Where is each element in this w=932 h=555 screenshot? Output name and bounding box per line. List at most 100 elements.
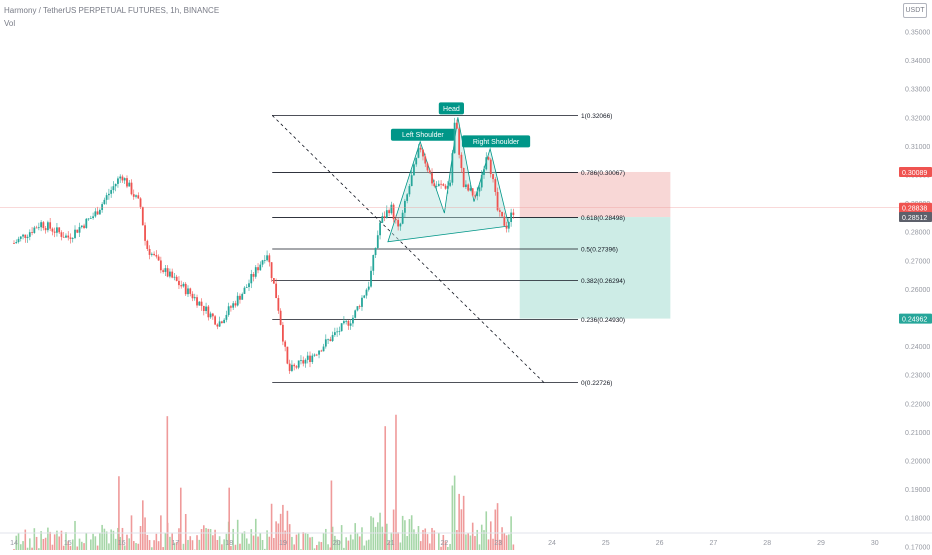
volume-bar [22,541,24,550]
volume-bar [147,535,149,550]
candle-body [237,296,239,306]
candle-body [257,267,259,270]
volume-bar [246,538,248,550]
candle-body [390,205,392,213]
candle-body [72,238,74,239]
volume-bar [359,536,361,550]
volume-bar [34,528,36,550]
volume-bar [488,539,490,550]
candle-body [117,178,119,183]
volume-indicator-label[interactable]: Vol [4,19,15,28]
volume-bar [341,525,343,550]
fib-level-label: 0.236(0.24930) [581,317,625,324]
candle-body [29,232,31,237]
y-tick-label: 0.23000 [905,373,930,380]
candle-body [210,314,212,318]
candle-body [164,268,166,272]
candle-body [348,321,350,326]
candle-body [470,188,472,190]
volume-bar [156,534,158,550]
volume-bar [185,514,187,550]
candle-body [49,222,51,228]
volume-bar [237,520,239,550]
candle-body [192,294,194,298]
candle-body [255,267,257,277]
candle-body [354,310,356,317]
candle-body [115,184,117,186]
candle-body [406,194,408,201]
volume-bar [379,513,381,550]
candle-body [381,216,383,222]
volume-spike [384,426,386,550]
candle-body [83,226,85,228]
candle-body [126,178,128,186]
volume-bar [397,532,399,550]
x-tick-label: 23 [494,540,502,547]
candle-body [499,210,501,212]
volume-bar [325,529,327,550]
volume-bar [86,533,88,550]
fib-level-label: 1(0.32066) [581,113,612,120]
candle-body [54,232,56,233]
candle-body [244,288,246,294]
price-label: 0.28838 [902,206,927,213]
candle-body [483,169,485,175]
candle-body [167,268,169,276]
candle-body [185,284,187,294]
candle-body [149,249,151,255]
volume-bar [40,531,42,550]
candle-body [259,265,261,271]
candle-body [447,186,449,189]
y-tick-label: 0.31000 [905,144,930,151]
x-tick-label: 30 [871,540,879,547]
volume-bar [58,536,60,550]
volume-bar [144,517,146,550]
fib-level-label: 0.786(0.30067) [581,170,625,177]
x-tick-label: 18 [225,540,233,547]
candle-body [370,271,372,287]
candle-body [174,277,176,278]
volume-bar [47,528,49,550]
candle-body [492,174,494,179]
x-tick-label: 26 [656,540,664,547]
volume-bar [348,541,350,550]
candle-body [327,339,329,340]
volume-bar [404,520,406,550]
candle-body [219,321,221,326]
candle-body [241,294,243,300]
volume-bars [13,415,514,550]
candle-body [171,272,173,278]
candle-body [338,331,340,332]
candle-body [282,325,284,342]
volume-bar [241,533,243,550]
candle-body [38,227,40,228]
candle-body [250,274,252,283]
candle-body [106,195,108,200]
volume-bar [454,476,456,550]
candle-body [33,228,35,233]
candle-body [352,318,354,324]
candle-body [476,191,478,196]
volume-bar [149,540,151,550]
candle-body [101,204,103,210]
candle-body [510,213,512,222]
candle-body [418,148,420,158]
volume-bar [205,528,207,550]
volume-bar [327,544,329,550]
candle-body [311,356,313,362]
y-tick-label: 0.34000 [905,58,930,65]
volume-bar [506,535,508,550]
x-tick-label: 19 [279,540,287,547]
candle-body [226,315,228,320]
currency-badge[interactable]: USDT [903,3,927,18]
y-tick-label: 0.35000 [905,30,930,37]
volume-bar [372,518,374,550]
candle-body [363,296,365,298]
candle-body [377,235,379,248]
candle-body [81,226,83,227]
axes: 0.350000.340000.330000.320000.310000.300… [0,30,932,551]
candle-body [409,186,411,194]
candle-body [284,342,286,347]
